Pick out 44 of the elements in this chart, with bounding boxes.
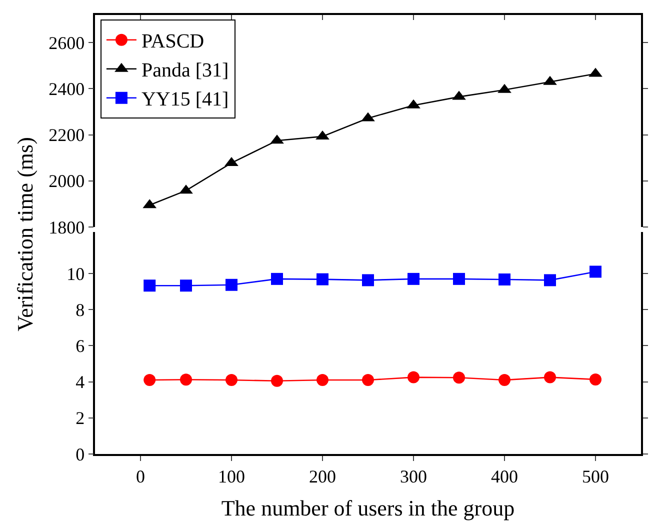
point bbox=[316, 374, 328, 386]
point bbox=[180, 280, 192, 292]
point bbox=[362, 274, 374, 286]
legend-label: PASCD bbox=[141, 30, 204, 53]
y-tick-label: 6 bbox=[76, 336, 85, 356]
point bbox=[408, 371, 420, 384]
x-tick-label: 500 bbox=[582, 466, 609, 486]
y-tick-label: 10 bbox=[66, 264, 85, 284]
point bbox=[144, 280, 156, 292]
x-tick-label: 300 bbox=[400, 466, 427, 486]
y-tick-label: 1800 bbox=[48, 217, 85, 238]
x-tick-label: 200 bbox=[309, 466, 336, 486]
y-tick-label: 2000 bbox=[48, 171, 85, 192]
point bbox=[453, 272, 465, 285]
point bbox=[316, 273, 328, 286]
point bbox=[544, 371, 556, 384]
x-tick-label: 0 bbox=[136, 466, 145, 486]
point bbox=[590, 266, 602, 278]
point bbox=[362, 374, 374, 386]
legend-label: YY15 [41] bbox=[141, 88, 229, 111]
point bbox=[226, 374, 238, 386]
legend-label: Panda [31] bbox=[141, 60, 229, 82]
point bbox=[544, 274, 556, 286]
point bbox=[271, 374, 283, 387]
x-tick-label: 400 bbox=[491, 466, 518, 486]
point bbox=[226, 278, 238, 291]
y-axis-title: Verification time (ms) bbox=[12, 137, 38, 332]
y-tick-label: 4 bbox=[76, 372, 85, 392]
point bbox=[271, 272, 283, 285]
point bbox=[144, 374, 156, 386]
point bbox=[498, 374, 510, 386]
y-tick-label: 2 bbox=[76, 408, 85, 428]
point bbox=[453, 372, 465, 384]
y-tick-label: 2200 bbox=[48, 125, 85, 146]
y-tick-label: 2600 bbox=[48, 32, 85, 53]
x-axis-title: The number of users in the group bbox=[221, 496, 515, 521]
point bbox=[180, 374, 192, 386]
point bbox=[590, 373, 602, 386]
x-tick-label: 100 bbox=[218, 466, 245, 486]
y-tick-label: 0 bbox=[76, 444, 85, 464]
y-tick-label: 8 bbox=[76, 300, 85, 320]
point bbox=[408, 272, 420, 285]
y-tick-label: 2400 bbox=[48, 79, 85, 100]
point bbox=[498, 273, 510, 286]
